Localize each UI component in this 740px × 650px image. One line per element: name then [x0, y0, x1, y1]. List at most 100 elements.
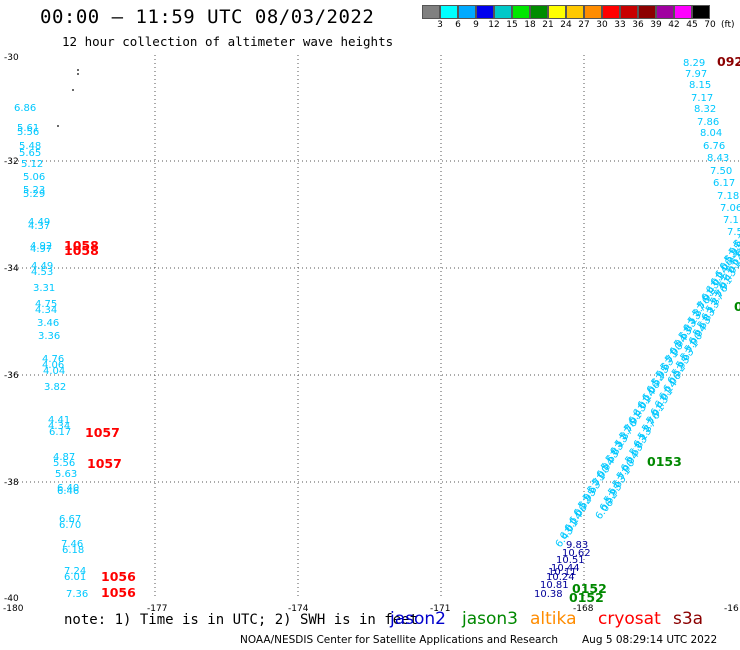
wave-height-label: 7.5	[727, 227, 740, 238]
wave-height-label: 4.97	[30, 244, 52, 255]
wave-height-label: 7.86	[697, 117, 719, 128]
color-swatch	[440, 5, 458, 19]
y-axis-tick-label: -30	[4, 53, 19, 63]
color-legend-label: 21	[542, 20, 554, 30]
color-swatch	[620, 5, 638, 19]
wave-height-label: 10.51	[556, 555, 585, 566]
wave-height-label: 6.46	[57, 486, 79, 497]
footer-credit: NOAA/NESDIS Center for Satellite Applica…	[240, 634, 558, 646]
satellite-legend-altika: altika	[530, 609, 577, 629]
wave-height-label: 3.82	[44, 382, 66, 393]
color-swatch	[530, 5, 548, 19]
color-swatch	[566, 5, 584, 19]
wave-height-label: 3.36	[38, 331, 60, 342]
color-legend-label: 24	[560, 20, 572, 30]
color-swatch	[674, 5, 692, 19]
time-label: 0	[734, 299, 740, 314]
color-legend-swatches	[422, 5, 735, 19]
color-legend-label: 30	[596, 20, 608, 30]
wave-height-label: 4.49	[28, 217, 50, 228]
footnote: note: 1) Time is in UTC; 2) SWH is in fe…	[64, 612, 419, 628]
wave-height-label: 6.17	[49, 427, 71, 438]
color-legend-label: 9	[473, 20, 479, 30]
wave-height-label: 5.48	[19, 141, 41, 152]
wave-height-label: 8.32	[694, 104, 716, 115]
time-label: 1057	[85, 425, 120, 440]
wave-height-label: 4.34	[48, 421, 70, 432]
wave-height-label: 6.52	[734, 236, 740, 260]
color-legend-label: 33	[614, 20, 626, 30]
time-label: 0152	[572, 581, 607, 596]
color-swatch	[584, 5, 602, 19]
wave-height-label: 10.24	[546, 572, 575, 583]
color-swatch	[494, 5, 512, 19]
track-dot	[77, 73, 79, 75]
satellite-legend-cryosat: cryosat	[598, 609, 661, 629]
wave-height-label: 7.1	[723, 215, 739, 226]
time-label: 1056	[101, 585, 136, 600]
wave-height-label: 6.67	[59, 514, 81, 525]
wave-height-label: 6.06	[729, 243, 740, 267]
wave-height-label: 5.71	[732, 226, 740, 250]
wave-height-label: 6.01	[64, 572, 86, 583]
wave-height-label: 5.29	[23, 189, 45, 200]
color-swatch	[638, 5, 656, 19]
wave-height-label: 5.65	[19, 148, 41, 159]
track-dot	[72, 89, 74, 91]
wave-height-label: 8.29	[683, 58, 705, 69]
wave-height-label: 4.49	[31, 261, 53, 272]
x-axis-tick-label: -171	[430, 604, 450, 614]
x-axis-tick-label: -177	[147, 604, 167, 614]
x-axis-tick-label: -180	[3, 604, 24, 614]
wave-height-label: 7.06	[720, 203, 740, 214]
y-axis-tick-label: -40	[4, 594, 19, 604]
time-label: 1056	[101, 569, 136, 584]
wave-height-label: 3.31	[33, 283, 55, 294]
x-axis-tick-label: -174	[288, 604, 309, 614]
color-legend-label: 36	[632, 20, 644, 30]
time-label: 1057	[87, 456, 122, 471]
wave-height-label: 7.36	[66, 589, 88, 600]
wave-height-label: 7.18	[717, 191, 739, 202]
color-swatch	[512, 5, 530, 19]
y-axis-tick-label: -34	[4, 264, 19, 274]
wave-height-label: 7.24	[64, 566, 86, 577]
wave-height-label: 6.70	[59, 520, 81, 531]
color-legend-labels: 3 6 9 12 15 18 21 24 27 30 33 36 39 42 45 70 (ft)	[431, 19, 734, 32]
x-axis-tick-label: -168	[573, 604, 594, 614]
wave-height-label: 6.76	[703, 141, 725, 152]
wave-height-label: 10.62	[562, 548, 591, 559]
wave-height-label: 5.56	[17, 127, 39, 138]
color-swatch	[602, 5, 620, 19]
color-legend-label: 3	[437, 20, 443, 30]
color-legend-label: 70	[704, 20, 716, 30]
color-legend-label: 45	[686, 20, 698, 30]
wave-height-label: 7.46	[61, 539, 83, 550]
wave-height-label: 10.11	[548, 567, 577, 578]
time-label: 1058	[64, 238, 99, 253]
wave-height-label: 8.04	[700, 128, 722, 139]
wave-height-label: 7.97	[685, 69, 707, 80]
color-swatch	[548, 5, 566, 19]
wave-height-label: 4.87	[53, 452, 75, 463]
y-axis-tick-label: -38	[4, 478, 19, 488]
wave-height-label: 7.50	[710, 166, 732, 177]
color-legend-label: 12	[488, 20, 500, 30]
color-legend-label: 39	[650, 20, 662, 30]
wave-height-label: 5.23	[23, 185, 45, 196]
color-legend-label: 18	[524, 20, 536, 30]
track-dot	[57, 125, 59, 127]
color-swatch	[458, 5, 476, 19]
wave-height-label: 5.06	[23, 172, 45, 183]
wave-height-label: 4.75	[35, 299, 57, 310]
color-swatch	[476, 5, 494, 19]
color-swatch	[692, 5, 710, 19]
wave-height-label: 9.83	[566, 540, 588, 551]
wave-height-label: 5.61	[17, 123, 39, 134]
satellite-legend-jason2: jason2	[390, 609, 446, 629]
color-legend-label: 42	[668, 20, 680, 30]
wave-height-label: 10.81	[540, 580, 569, 591]
track-dot	[77, 69, 79, 71]
wave-height-label: 4.04	[43, 366, 65, 377]
